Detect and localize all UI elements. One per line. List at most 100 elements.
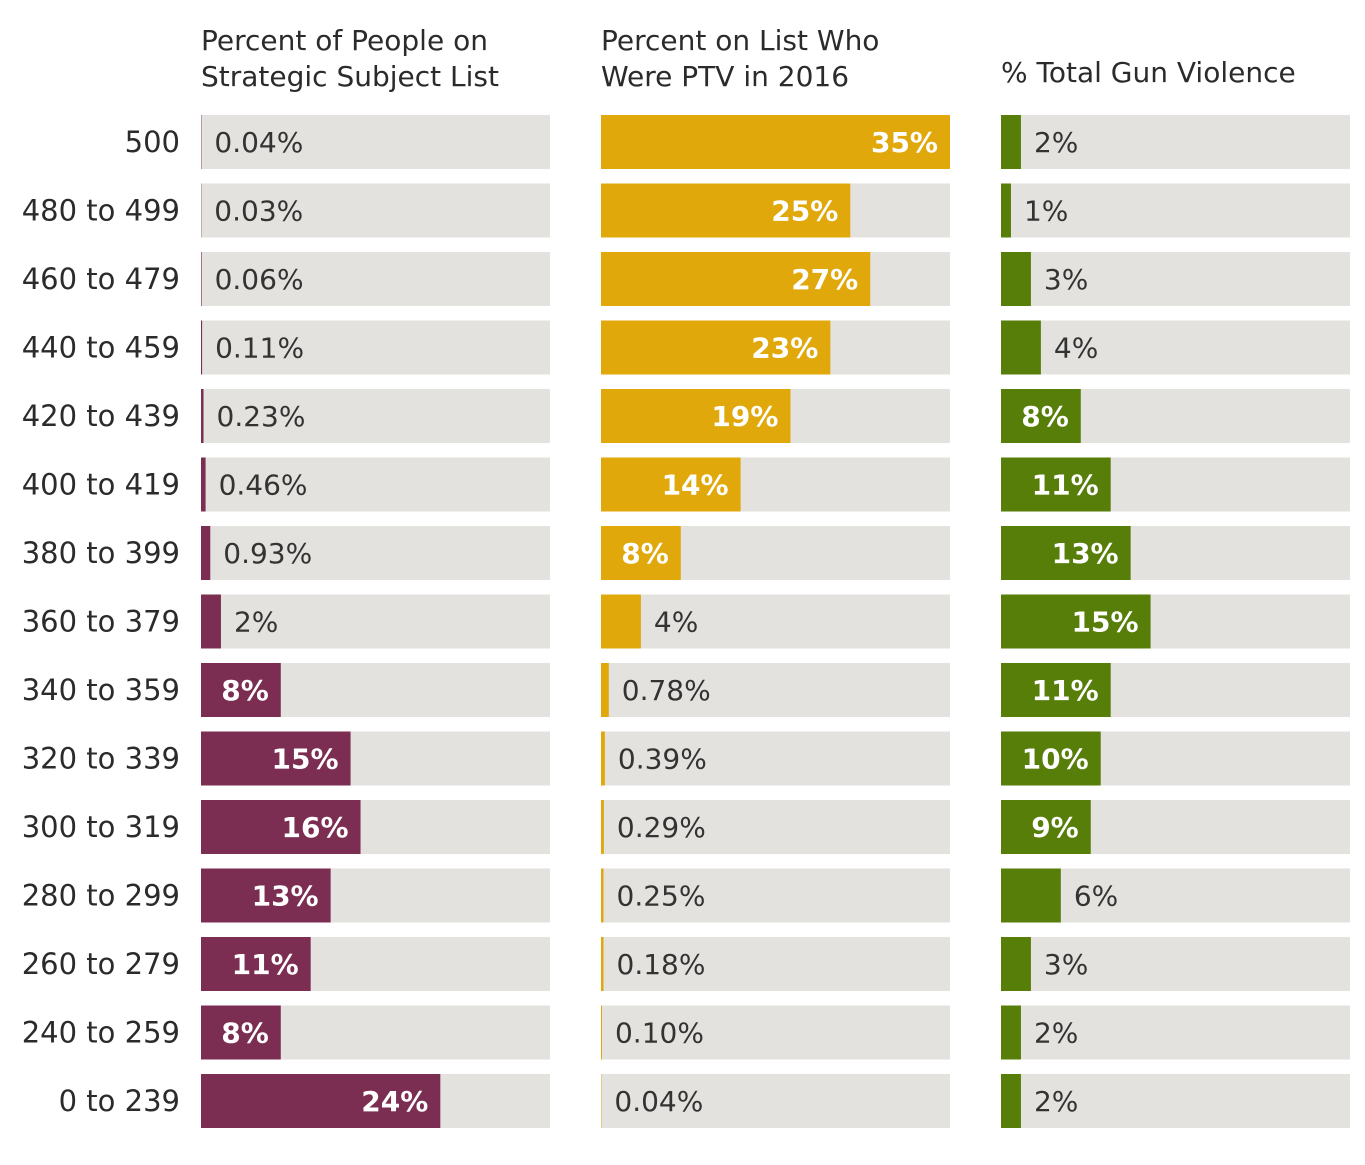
bar <box>1001 252 1031 306</box>
bar <box>1001 389 1081 443</box>
category-label: 260 to 279 <box>22 947 180 981</box>
bar <box>601 252 871 306</box>
data-label: 0.46% <box>219 469 308 502</box>
data-label: 0.78% <box>622 674 711 707</box>
bar-track <box>201 183 550 238</box>
data-label: 0.04% <box>214 126 303 159</box>
data-label: 2% <box>1034 1017 1078 1050</box>
bar <box>601 526 681 580</box>
bar <box>201 252 202 306</box>
bar <box>1001 731 1101 786</box>
bar <box>601 800 604 854</box>
bar <box>1001 663 1111 717</box>
data-label: 0.18% <box>617 948 706 981</box>
bar-track <box>1001 320 1350 375</box>
bar <box>1001 115 1021 169</box>
data-label: 2% <box>1034 1085 1078 1118</box>
data-label: 0.23% <box>217 400 306 433</box>
bar <box>201 1005 281 1060</box>
bar-track <box>201 594 550 649</box>
bar <box>601 663 609 717</box>
category-label: 0 to 239 <box>59 1084 180 1118</box>
category-label: 340 to 359 <box>22 673 180 707</box>
data-label: 10% <box>1022 743 1089 776</box>
bar <box>201 526 211 580</box>
data-label: 6% <box>1074 880 1118 913</box>
category-label: 280 to 299 <box>22 879 180 913</box>
bar <box>601 731 605 786</box>
data-label: 24% <box>361 1085 428 1118</box>
bar <box>601 183 851 238</box>
data-label: 23% <box>751 332 818 365</box>
bar <box>1001 1005 1021 1060</box>
bar <box>1001 937 1031 991</box>
data-label: 3% <box>1044 263 1088 296</box>
category-label: 380 to 399 <box>22 536 180 570</box>
bar-track <box>201 115 550 169</box>
bar <box>1001 594 1151 649</box>
category-label: 240 to 259 <box>22 1016 180 1050</box>
bar-track <box>201 457 550 512</box>
bar <box>601 457 741 512</box>
panel-title: Percent of People on <box>201 24 488 57</box>
data-label: 3% <box>1044 948 1088 981</box>
data-label: 15% <box>272 743 339 776</box>
bar <box>1001 320 1041 375</box>
bar <box>601 937 604 991</box>
data-label: 0.39% <box>618 743 707 776</box>
bar-track <box>601 937 950 991</box>
bar <box>1001 868 1061 923</box>
category-label: 480 to 499 <box>22 194 180 228</box>
data-label: 0.25% <box>617 880 706 913</box>
panel-title: Were PTV in 2016 <box>601 60 849 93</box>
data-label: 8% <box>221 1017 269 1050</box>
bar <box>601 115 950 169</box>
bar <box>201 731 351 786</box>
bar-track <box>201 389 550 443</box>
data-label: 13% <box>252 880 319 913</box>
bar-track <box>601 868 950 923</box>
bar <box>601 389 791 443</box>
bar-track <box>201 252 550 306</box>
bar-track <box>601 1005 950 1060</box>
data-label: 2% <box>234 606 278 639</box>
bar-track <box>1001 937 1350 991</box>
bar-track <box>1001 252 1350 306</box>
data-label: 25% <box>771 195 838 228</box>
bar-track <box>1001 183 1350 238</box>
data-label: 0.04% <box>614 1085 703 1118</box>
bar <box>201 320 203 375</box>
data-label: 11% <box>1032 469 1099 502</box>
data-label: 14% <box>662 469 729 502</box>
panel-title: % Total Gun Violence <box>1001 56 1296 89</box>
bar <box>1001 526 1131 580</box>
panel-title: Percent on List Who <box>601 24 879 57</box>
bar-track <box>201 526 550 580</box>
bar <box>1001 457 1111 512</box>
bar <box>601 320 831 375</box>
data-label: 27% <box>791 263 858 296</box>
category-label: 300 to 319 <box>22 810 180 844</box>
bar-track <box>601 663 950 717</box>
data-label: 0.29% <box>617 811 706 844</box>
category-label: 320 to 339 <box>22 742 180 776</box>
bar <box>201 457 206 512</box>
data-label: 11% <box>1032 674 1099 707</box>
bar <box>201 663 281 717</box>
bar <box>601 1005 602 1060</box>
bar <box>201 800 361 854</box>
data-label: 2% <box>1034 126 1078 159</box>
data-label: 8% <box>221 674 269 707</box>
category-label: 460 to 479 <box>22 262 180 296</box>
bar <box>201 868 331 923</box>
bar-track <box>1001 1005 1350 1060</box>
bar-track <box>601 594 950 649</box>
category-label: 440 to 459 <box>22 331 180 365</box>
category-label: 500 <box>125 125 180 159</box>
bar-track <box>1001 1074 1350 1128</box>
panel-title: Strategic Subject List <box>201 60 499 93</box>
data-label: 4% <box>654 606 698 639</box>
category-label: 420 to 439 <box>22 399 180 433</box>
bar-track <box>1001 115 1350 169</box>
